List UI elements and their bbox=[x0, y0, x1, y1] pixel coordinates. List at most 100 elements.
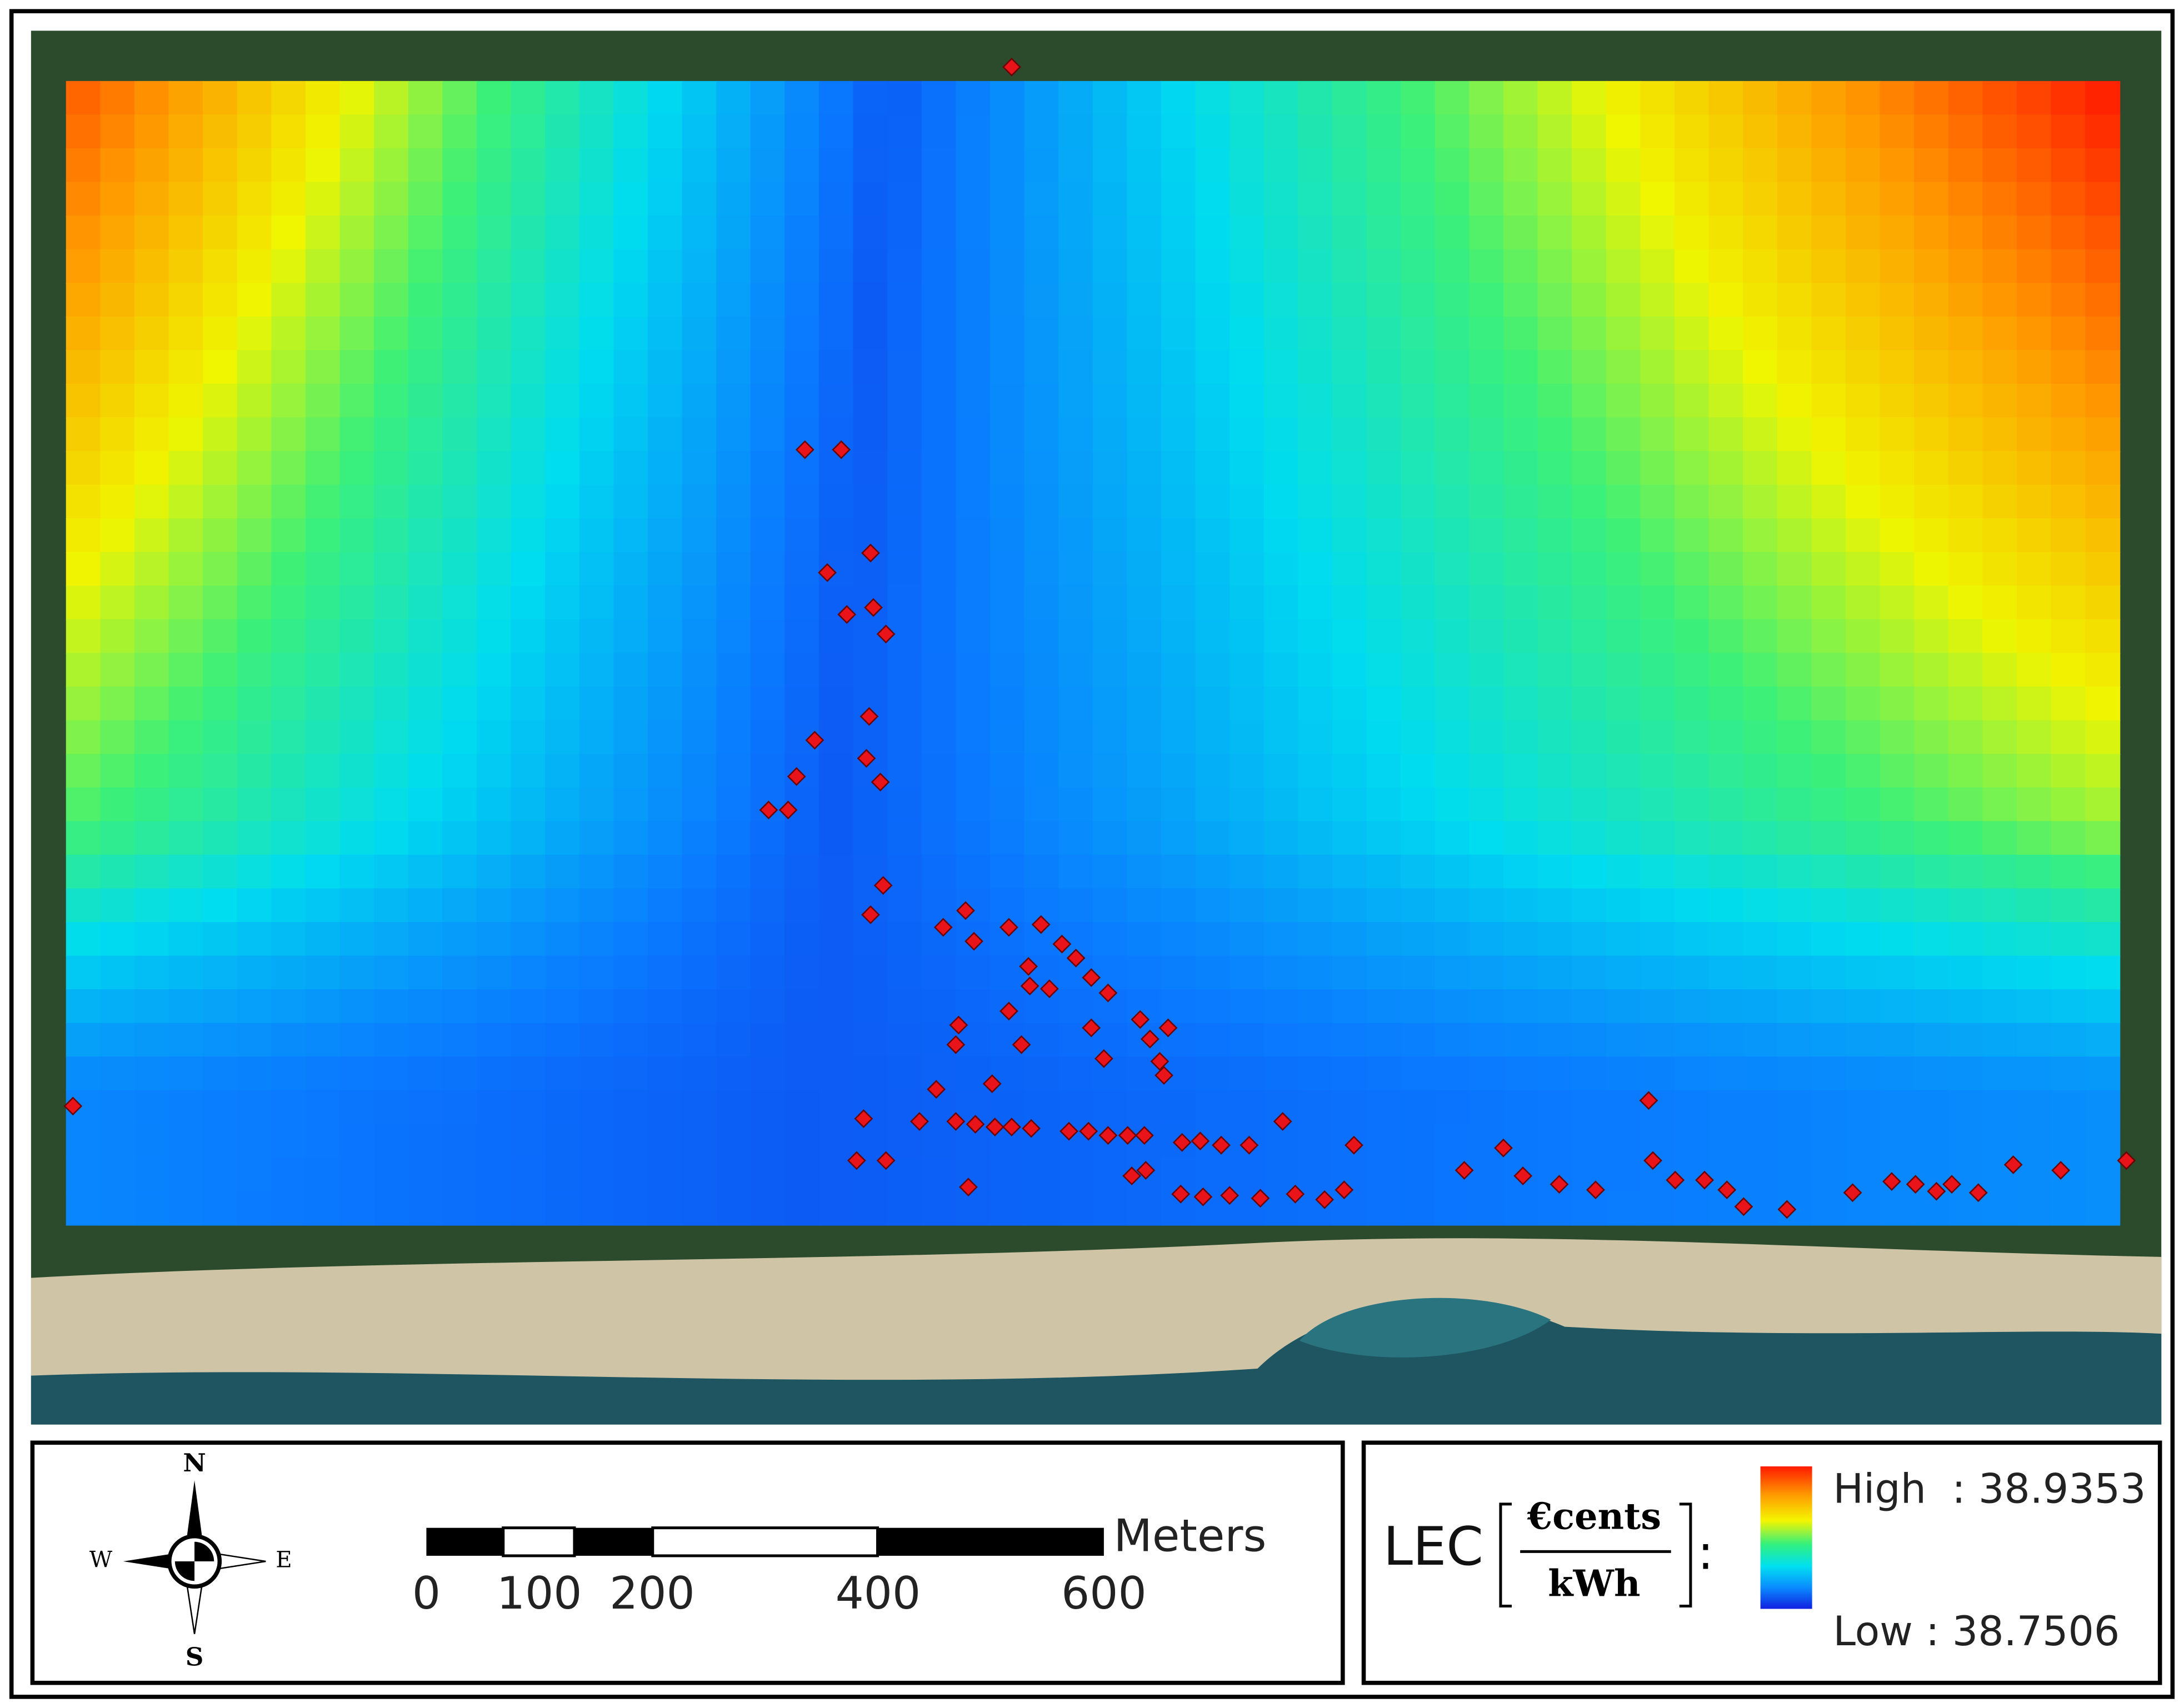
raster-cell bbox=[887, 854, 923, 889]
raster-cell bbox=[408, 1090, 443, 1125]
raster-cell bbox=[989, 1191, 1026, 1226]
raster-cell bbox=[956, 216, 991, 251]
raster-cell bbox=[1401, 552, 1436, 587]
raster-cell bbox=[1914, 316, 1950, 351]
raster-cell bbox=[647, 1023, 683, 1058]
raster-cell bbox=[237, 1023, 272, 1058]
raster-cell bbox=[1708, 1090, 1744, 1125]
raster-cell bbox=[1880, 754, 1915, 789]
raster-cell bbox=[1880, 283, 1915, 318]
raster-cell bbox=[1606, 989, 1641, 1024]
raster-cell bbox=[1948, 1023, 1983, 1058]
raster-cell bbox=[134, 1191, 170, 1226]
raster-cell bbox=[1092, 417, 1128, 452]
raster-cell bbox=[1674, 114, 1710, 149]
raster-cell bbox=[237, 81, 272, 116]
raster-cell bbox=[203, 182, 238, 217]
raster-cell bbox=[2016, 1124, 2052, 1159]
sample-point bbox=[1039, 979, 1059, 998]
raster-cell bbox=[716, 182, 752, 217]
raster-cell bbox=[1845, 1090, 1881, 1125]
raster-cell bbox=[2085, 148, 2121, 183]
legend-high: High : 38.9353 bbox=[1833, 1465, 2146, 1512]
raster-cell bbox=[203, 787, 238, 822]
raster-cell bbox=[1401, 518, 1436, 553]
raster-cell bbox=[1469, 316, 1505, 351]
raster-cell bbox=[2085, 114, 2121, 149]
raster-cell bbox=[168, 1056, 204, 1091]
raster-cell bbox=[1195, 1090, 1231, 1125]
raster-cell bbox=[1606, 451, 1641, 486]
raster-cell bbox=[1366, 182, 1402, 217]
raster-cell bbox=[1674, 754, 1710, 789]
raster-cell bbox=[956, 888, 991, 923]
raster-cell bbox=[237, 687, 272, 722]
raster-cell bbox=[989, 316, 1026, 351]
raster-cell bbox=[2085, 1023, 2121, 1058]
raster-cell bbox=[1606, 316, 1641, 351]
raster-cell bbox=[374, 720, 409, 755]
raster-cell bbox=[374, 1191, 409, 1226]
raster-cell bbox=[66, 955, 101, 990]
raster-cell bbox=[374, 182, 409, 217]
raster-cell bbox=[442, 216, 478, 251]
raster-cell bbox=[134, 552, 170, 587]
raster-cell bbox=[511, 383, 546, 418]
raster-cell bbox=[750, 552, 786, 587]
raster-cell bbox=[1640, 585, 1676, 620]
raster-cell bbox=[1640, 821, 1676, 856]
raster-cell bbox=[1366, 283, 1402, 318]
raster-cell bbox=[1435, 787, 1470, 822]
sample-point bbox=[1273, 1112, 1292, 1131]
raster-cell bbox=[1332, 316, 1368, 351]
raster-cell bbox=[784, 81, 820, 116]
raster-cell bbox=[613, 518, 649, 553]
raster-cell bbox=[784, 518, 820, 553]
raster-cell bbox=[237, 720, 272, 755]
raster-cell bbox=[305, 1157, 341, 1192]
raster-cell bbox=[2085, 1157, 2121, 1192]
raster-cell bbox=[476, 720, 512, 755]
raster-cell bbox=[1195, 451, 1231, 486]
raster-cell bbox=[647, 687, 683, 722]
raster-cell bbox=[579, 316, 614, 351]
raster-cell bbox=[305, 1124, 341, 1159]
raster-cell bbox=[921, 283, 957, 318]
raster-cell bbox=[1366, 687, 1402, 722]
raster-cell bbox=[1263, 417, 1299, 452]
raster-cell bbox=[1195, 350, 1231, 385]
raster-cell bbox=[1298, 1023, 1333, 1058]
raster-cell bbox=[339, 249, 375, 284]
raster-cell bbox=[374, 653, 409, 688]
lec-raster bbox=[66, 81, 2121, 1226]
sample-point bbox=[837, 605, 857, 624]
raster-cell bbox=[1674, 1090, 1710, 1125]
raster-cell bbox=[442, 518, 478, 553]
raster-cell bbox=[716, 216, 752, 251]
raster-cell bbox=[750, 720, 786, 755]
raster-cell bbox=[1161, 417, 1197, 452]
raster-cell bbox=[1777, 1090, 1812, 1125]
raster-cell bbox=[511, 754, 546, 789]
raster-cell bbox=[956, 787, 991, 822]
raster-cell bbox=[1743, 989, 1778, 1024]
raster-cell bbox=[2085, 720, 2121, 755]
raster-cell bbox=[1263, 249, 1299, 284]
raster-cell bbox=[339, 383, 375, 418]
scale-tick-label: 0 bbox=[412, 1567, 441, 1619]
raster-cell bbox=[1640, 451, 1676, 486]
raster-cell bbox=[66, 484, 101, 519]
raster-cell bbox=[613, 1157, 649, 1192]
raster-cell bbox=[66, 1056, 101, 1091]
raster-cell bbox=[1537, 787, 1573, 822]
raster-cell bbox=[2051, 1056, 2086, 1091]
raster-cell bbox=[1092, 653, 1128, 688]
raster-cell bbox=[818, 182, 854, 217]
raster-cell bbox=[1708, 216, 1744, 251]
raster-cell bbox=[1230, 888, 1265, 923]
raster-cell bbox=[545, 888, 581, 923]
raster-cell bbox=[853, 653, 888, 688]
raster-cell bbox=[66, 383, 101, 418]
raster-cell bbox=[887, 921, 923, 957]
raster-cell bbox=[1743, 888, 1778, 923]
